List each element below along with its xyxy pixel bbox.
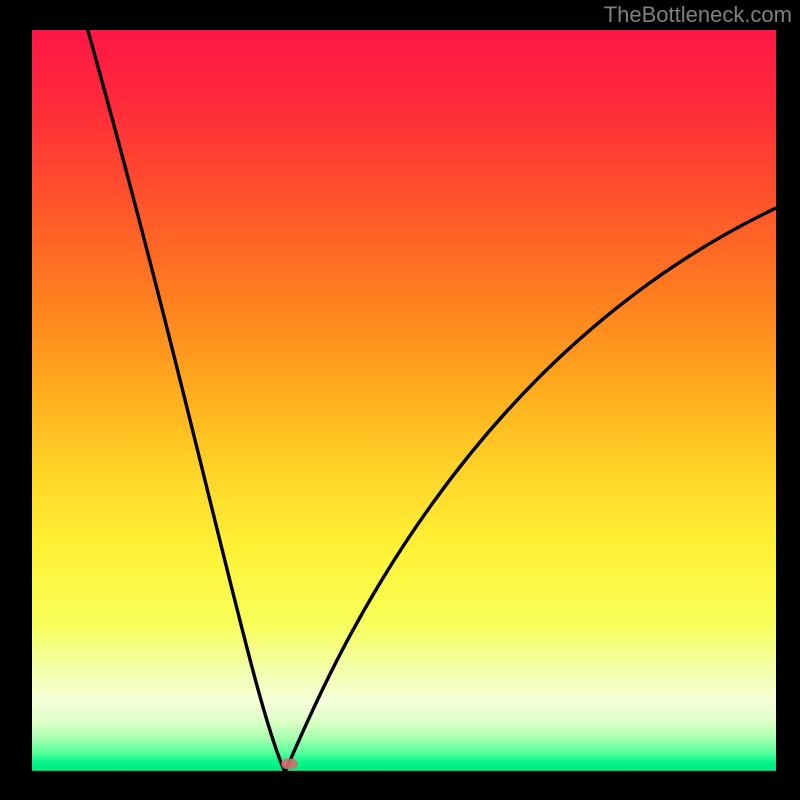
figure-root: TheBottleneck.com	[0, 0, 800, 800]
plot-background	[32, 30, 776, 772]
watermark-label: TheBottleneck.com	[604, 2, 792, 28]
sweet-spot-marker	[281, 759, 297, 769]
bottleneck-plot	[0, 0, 800, 800]
